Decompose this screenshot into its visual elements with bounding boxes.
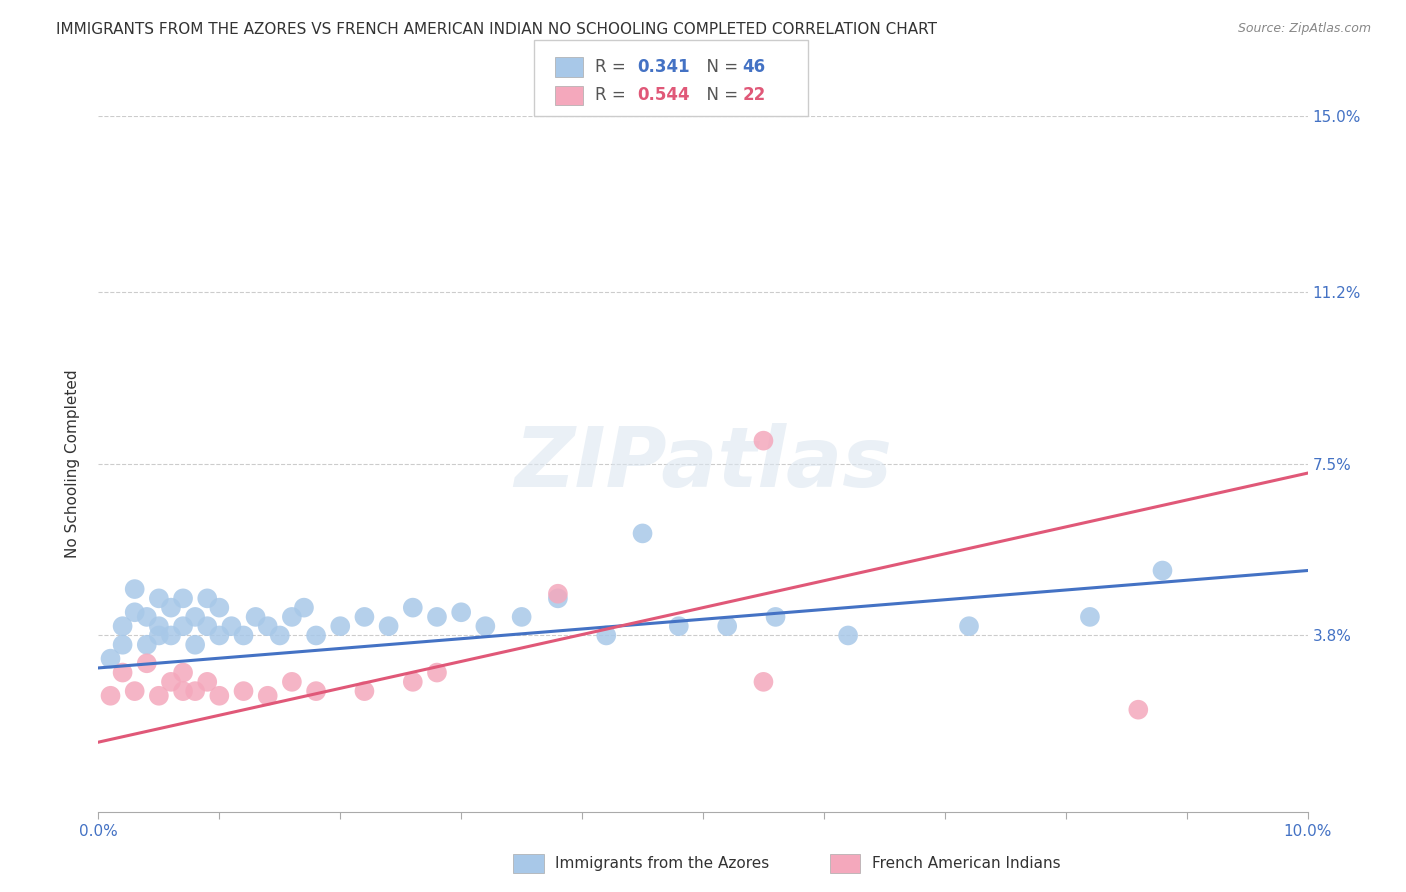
Point — [752, 434, 775, 448]
Point — [245, 610, 267, 624]
Text: IMMIGRANTS FROM THE AZORES VS FRENCH AMERICAN INDIAN NO SCHOOLING COMPLETED CORR: IMMIGRANTS FROM THE AZORES VS FRENCH AME… — [56, 22, 938, 37]
Text: 46: 46 — [742, 58, 765, 76]
Point — [595, 628, 617, 642]
Text: N =: N = — [696, 87, 744, 104]
Point — [281, 610, 304, 624]
Point — [160, 600, 183, 615]
Point — [208, 628, 231, 642]
Point — [135, 657, 157, 671]
Point — [510, 610, 533, 624]
Point — [402, 600, 425, 615]
Point — [172, 591, 194, 606]
Point — [111, 619, 134, 633]
Point — [135, 610, 157, 624]
Point — [377, 619, 399, 633]
Point — [631, 526, 654, 541]
Point — [752, 674, 775, 689]
Point — [184, 638, 207, 652]
Text: 22: 22 — [742, 87, 766, 104]
Point — [1128, 703, 1150, 717]
Point — [221, 619, 243, 633]
Point — [148, 689, 170, 703]
Point — [148, 628, 170, 642]
Point — [172, 619, 194, 633]
Point — [837, 628, 859, 642]
Text: Source: ZipAtlas.com: Source: ZipAtlas.com — [1237, 22, 1371, 36]
Text: N =: N = — [696, 58, 744, 76]
Point — [292, 600, 315, 615]
Point — [208, 689, 231, 703]
Point — [100, 689, 122, 703]
Point — [353, 610, 375, 624]
Point — [111, 638, 134, 652]
Point — [172, 665, 194, 680]
Point — [305, 684, 328, 698]
Point — [256, 689, 278, 703]
Text: Immigrants from the Azores: Immigrants from the Azores — [555, 856, 769, 871]
Text: 0.341: 0.341 — [637, 58, 689, 76]
Point — [172, 684, 194, 698]
Text: French American Indians: French American Indians — [872, 856, 1060, 871]
Text: R =: R = — [595, 58, 631, 76]
Point — [716, 619, 738, 633]
Point — [329, 619, 352, 633]
Point — [547, 591, 569, 606]
Point — [195, 674, 218, 689]
Point — [426, 665, 449, 680]
Point — [184, 684, 207, 698]
Point — [474, 619, 496, 633]
Point — [184, 610, 207, 624]
Point — [765, 610, 787, 624]
Point — [124, 582, 146, 596]
Point — [269, 628, 291, 642]
Text: ZIPatlas: ZIPatlas — [515, 424, 891, 504]
Point — [668, 619, 690, 633]
Point — [232, 684, 254, 698]
Point — [208, 600, 231, 615]
Point — [124, 605, 146, 619]
Point — [1078, 610, 1101, 624]
Point — [957, 619, 980, 633]
Point — [195, 619, 218, 633]
Point — [547, 587, 569, 601]
Text: R =: R = — [595, 87, 631, 104]
Point — [426, 610, 449, 624]
Text: 0.544: 0.544 — [637, 87, 689, 104]
Point — [124, 684, 146, 698]
Point — [148, 591, 170, 606]
Point — [353, 684, 375, 698]
Point — [256, 619, 278, 633]
Point — [1152, 564, 1174, 578]
Point — [402, 674, 425, 689]
Point — [160, 674, 183, 689]
Point — [450, 605, 472, 619]
Point — [305, 628, 328, 642]
Point — [111, 665, 134, 680]
Point — [135, 638, 157, 652]
Point — [148, 619, 170, 633]
Point — [281, 674, 304, 689]
Y-axis label: No Schooling Completed: No Schooling Completed — [65, 369, 80, 558]
Point — [195, 591, 218, 606]
Point — [232, 628, 254, 642]
Point — [100, 651, 122, 665]
Point — [160, 628, 183, 642]
